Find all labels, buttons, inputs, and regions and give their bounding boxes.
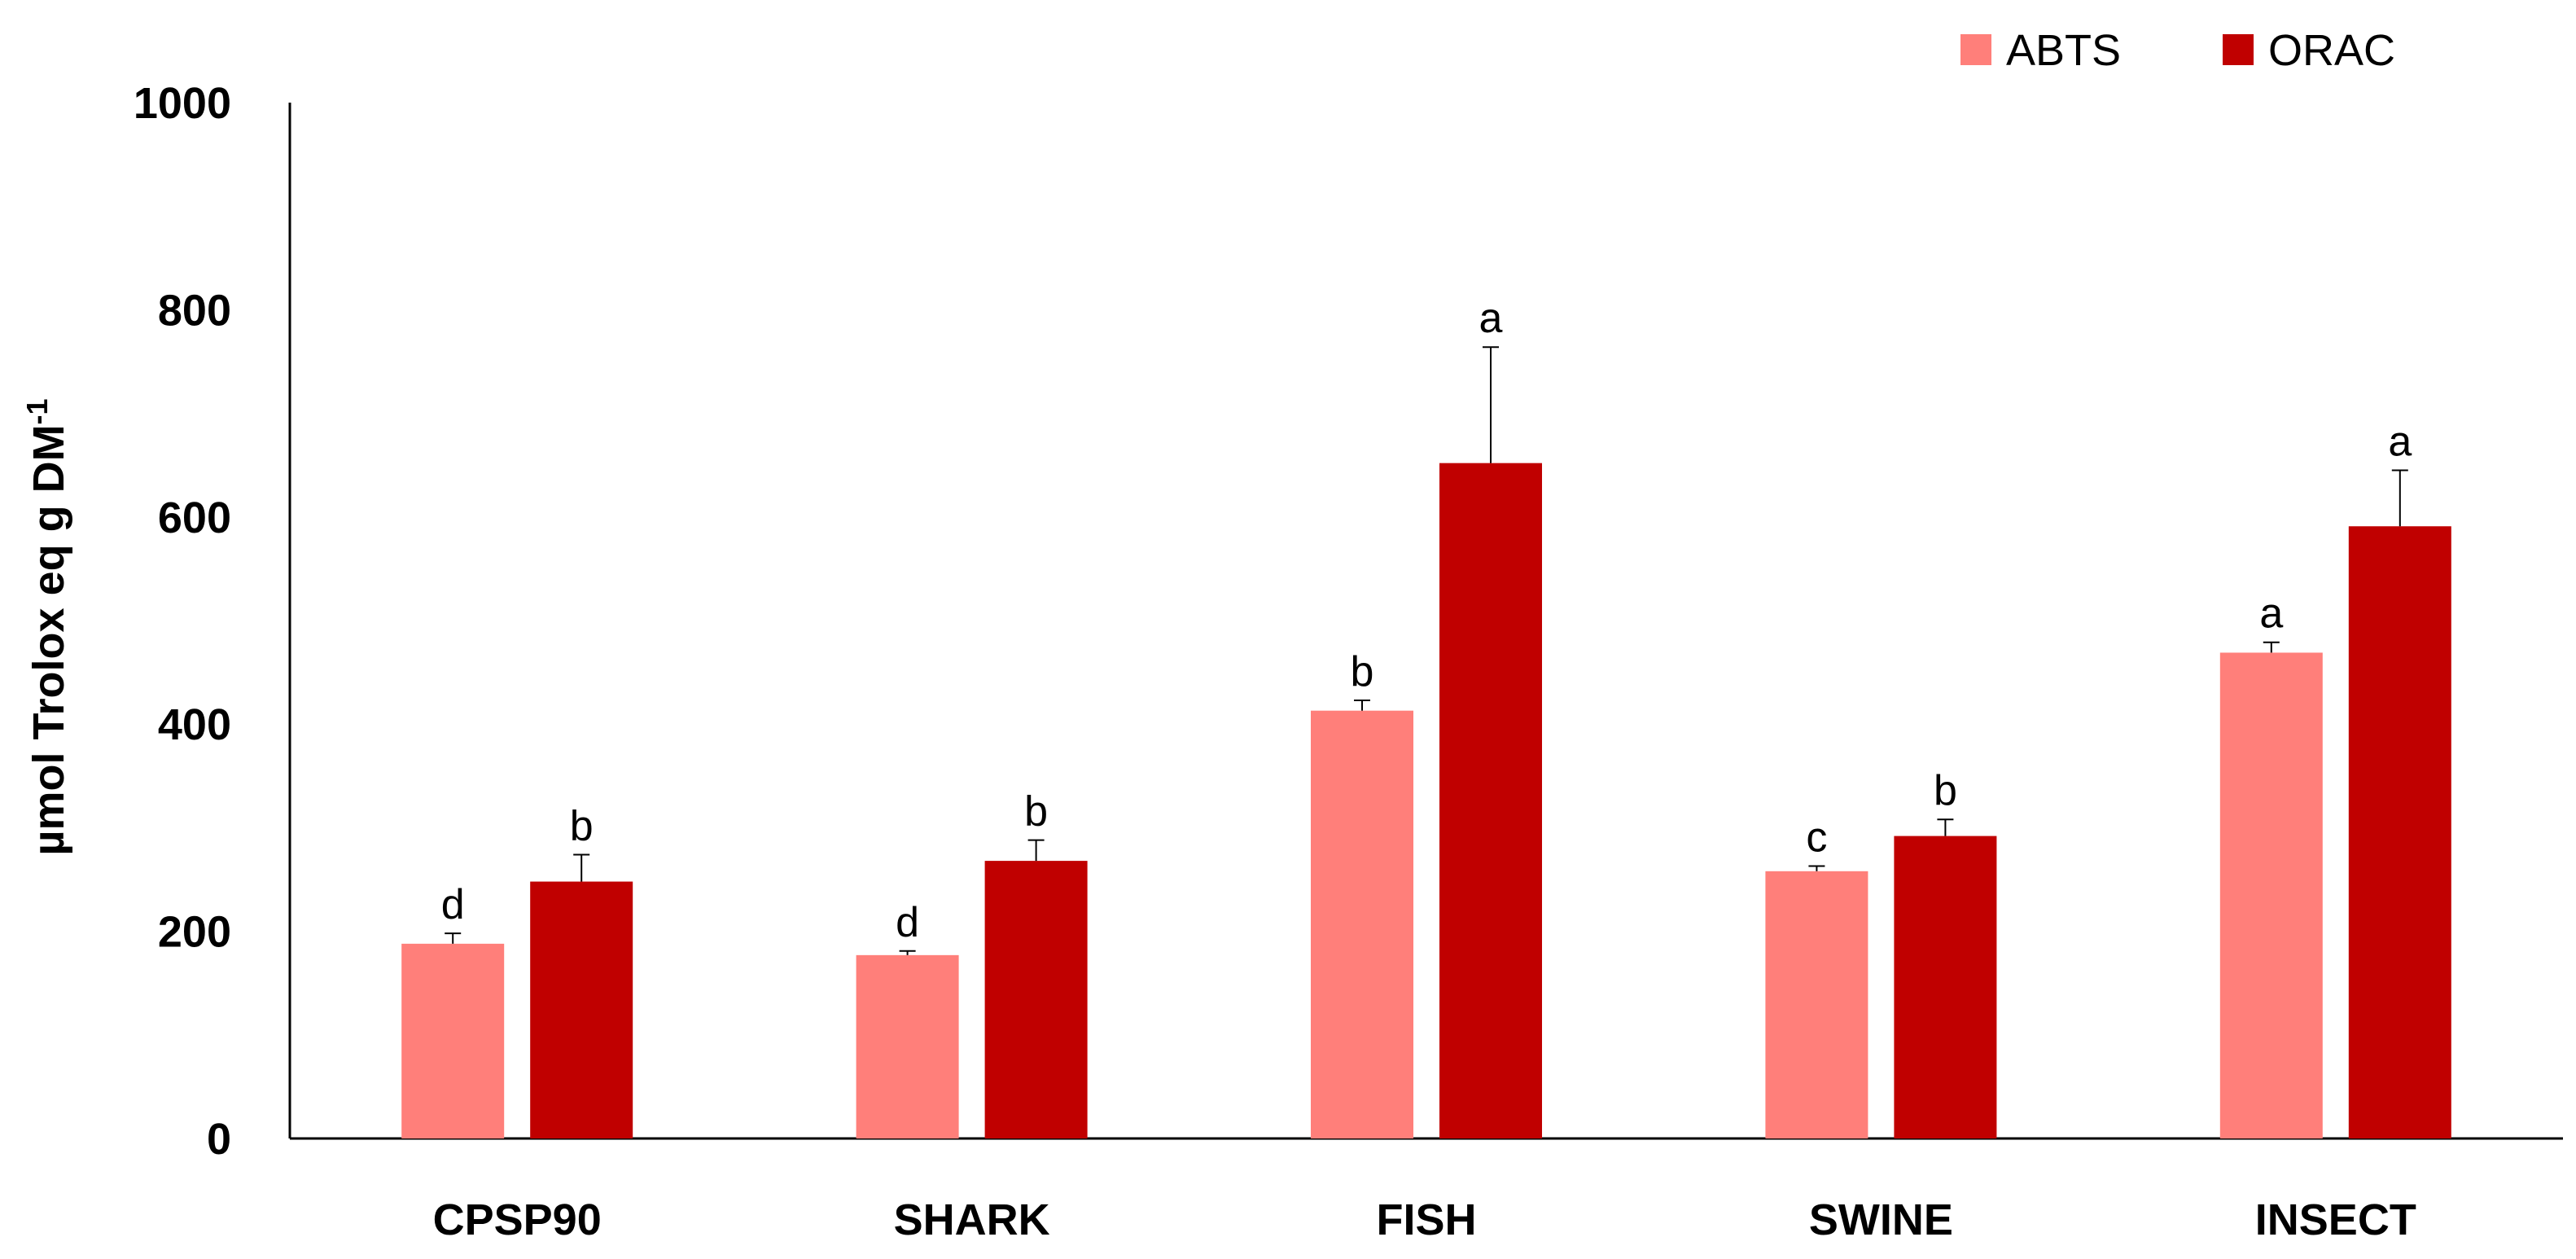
- significance-letter: a: [1479, 295, 1503, 342]
- error-bars: [445, 346, 2408, 955]
- category-label: CPSP90: [433, 1195, 602, 1244]
- error-bar-abts-shark: [899, 950, 916, 955]
- legend-label: ABTS: [2006, 26, 2121, 75]
- legend-swatch: [2223, 34, 2254, 65]
- y-tick-labels: 0 200 400 600 800 1000: [134, 79, 231, 1164]
- category-label: SWINE: [1809, 1195, 1953, 1244]
- significance-letter: b: [1024, 788, 1048, 836]
- significance-letter: d: [441, 881, 465, 928]
- bar-orac-shark: [984, 861, 1088, 1138]
- bar-orac-insect: [2348, 526, 2451, 1138]
- significance-letter: d: [896, 899, 919, 946]
- significance-letters: d b d b b a c b a a: [441, 295, 2412, 946]
- category-label: INSECT: [2255, 1195, 2416, 1244]
- axes: [288, 103, 2563, 1140]
- significance-letter: b: [570, 802, 594, 849]
- error-bar-orac-swine: [1937, 818, 1954, 836]
- y-tick-label: 400: [158, 700, 231, 749]
- error-bar-orac-fish: [1483, 346, 1499, 463]
- significance-letter: a: [2388, 419, 2412, 466]
- significance-letter: c: [1806, 814, 1827, 861]
- y-axis-label-group: µmol Trolox eq g DM-1: [20, 398, 74, 855]
- bar-orac-swine: [1894, 836, 1997, 1138]
- legend-item-abts: ABTS: [1960, 26, 2121, 75]
- bar-orac-fish: [1439, 463, 1542, 1138]
- bar-abts-cpsp90: [401, 943, 505, 1138]
- legend-swatch: [1960, 34, 1991, 65]
- legend-label: ORAC: [2268, 26, 2395, 75]
- bar-abts-insect: [2219, 652, 2323, 1138]
- bar-abts-shark: [856, 954, 959, 1138]
- error-bar-orac-cpsp90: [573, 853, 590, 882]
- category-labels: CPSP90 SHARK FISH SWINE INSECT: [433, 1195, 2416, 1244]
- legend: ABTS ORAC: [1960, 26, 2395, 75]
- significance-letter: a: [2259, 590, 2283, 638]
- error-bar-orac-shark: [1027, 839, 1045, 862]
- y-tick-label: 800: [158, 286, 231, 335]
- bar-abts-fish: [1311, 710, 1413, 1138]
- y-tick-label: 600: [158, 494, 231, 542]
- bars: [401, 463, 2451, 1138]
- error-bar-abts-fish: [1354, 699, 1370, 711]
- error-bar-abts-insect: [2263, 641, 2280, 653]
- category-label: SHARK: [894, 1195, 1050, 1244]
- error-bar-orac-insect: [2391, 469, 2408, 527]
- legend-item-orac: ORAC: [2223, 26, 2395, 75]
- y-tick-label: 1000: [134, 79, 231, 128]
- significance-letter: b: [1351, 648, 1374, 695]
- error-bar-abts-cpsp90: [445, 932, 462, 944]
- bar-abts-swine: [1765, 871, 1868, 1138]
- significance-letter: b: [1934, 767, 1957, 814]
- y-axis-label: µmol Trolox eq g DM-1: [20, 398, 74, 855]
- bar-orac-cpsp90: [530, 881, 633, 1138]
- y-axis-label-superscript: -1: [20, 398, 54, 424]
- y-tick-label: 0: [207, 1115, 231, 1164]
- y-tick-label: 200: [158, 908, 231, 957]
- error-bar-abts-swine: [1808, 865, 1825, 871]
- category-label: FISH: [1376, 1195, 1476, 1244]
- y-axis-label-main: µmol Trolox eq g DM: [24, 424, 73, 855]
